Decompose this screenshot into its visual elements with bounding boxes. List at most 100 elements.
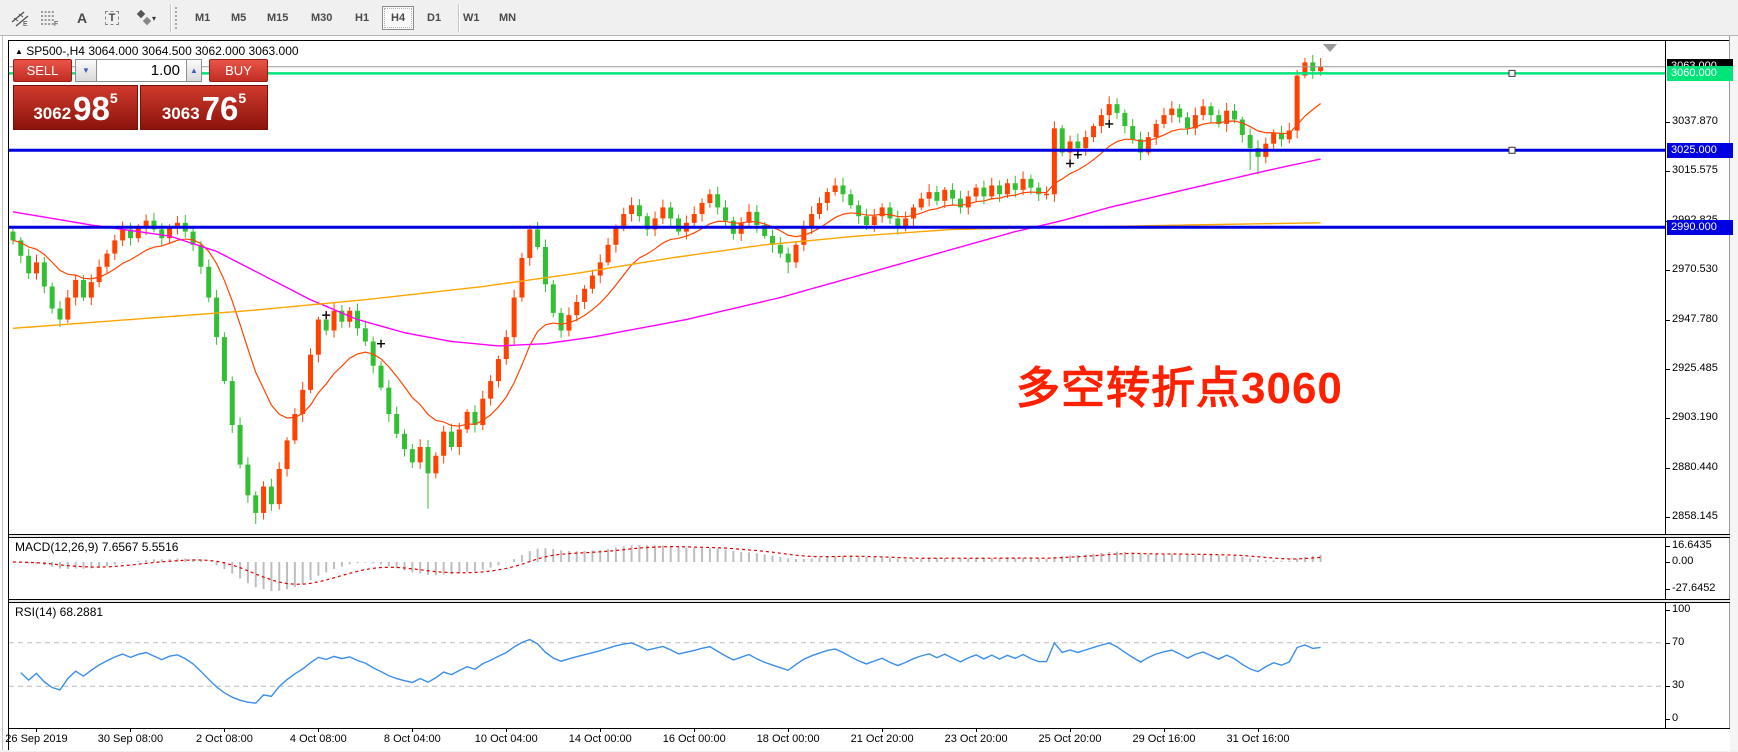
- time-axis-label: 18 Oct 00:00: [756, 733, 820, 745]
- macd-panel[interactable]: [9, 538, 1666, 599]
- ohlc-open: 3064.000: [88, 44, 139, 58]
- macd-tick-mark: [1666, 546, 1670, 548]
- price-tick-label: 3015.575: [1672, 163, 1718, 176]
- window-bottom-edge: [0, 750, 1738, 752]
- price-chart-panel[interactable]: [9, 41, 1666, 534]
- buy-price-prefix: 3063: [161, 104, 200, 123]
- timeframe-button-mn[interactable]: MN: [499, 12, 517, 24]
- collapse-panel-icon[interactable]: ▲: [15, 47, 23, 56]
- price-level-badge: 3025.000: [1667, 142, 1733, 158]
- time-tick-mark: [1070, 728, 1072, 732]
- price-tick-label: 2880.440: [1672, 460, 1718, 473]
- panel-splitter[interactable]: [9, 599, 1730, 603]
- price-tick-mark: [1666, 467, 1670, 469]
- time-tick-mark: [1164, 728, 1165, 732]
- time-axis-label: 2 Oct 08:00: [195, 733, 253, 745]
- dropdown-caret-icon: ▾: [151, 13, 156, 23]
- volume-input[interactable]: [97, 59, 186, 82]
- macd-tick-mark: [1666, 589, 1670, 591]
- rsi-label: RSI(14) 68.2881: [15, 605, 104, 619]
- price-tick-mark: [1666, 170, 1670, 172]
- sell-button[interactable]: SELL: [13, 59, 72, 82]
- rsi-tick-mark: [1666, 642, 1670, 644]
- time-axis-label: 31 Oct 16:00: [1226, 733, 1290, 745]
- time-axis-label: 29 Oct 16:00: [1132, 733, 1196, 745]
- equidistant-channel-icon[interactable]: E: [6, 5, 34, 31]
- price-tick-mark: [1666, 269, 1670, 271]
- time-axis-label: 21 Oct 20:00: [850, 733, 914, 745]
- rsi-axis-label: 0: [1672, 712, 1679, 724]
- price-tick-mark: [1666, 368, 1670, 370]
- rsi-panel[interactable]: [9, 603, 1666, 728]
- toolbar-separator: [170, 4, 172, 32]
- time-axis-label: 25 Oct 20:00: [1038, 733, 1102, 745]
- price-tick-label: 2947.780: [1672, 312, 1718, 325]
- time-axis[interactable]: 26 Sep 2019 30 Sep 08:00 2 Oct 08:00 4 Oct …: [5, 728, 1730, 751]
- time-tick-mark: [506, 728, 508, 732]
- timeframe-button-w1[interactable]: W1: [463, 12, 480, 24]
- time-axis-label: 23 Oct 20:00: [944, 733, 1008, 745]
- arrow-objects-icon[interactable]: ▾: [128, 5, 164, 31]
- text-label-icon[interactable]: A: [76, 10, 88, 26]
- timeframe-button-h1[interactable]: H1: [355, 12, 370, 24]
- buy-button[interactable]: BUY: [209, 59, 268, 82]
- buy-price-sup: 5: [238, 90, 247, 106]
- sell-price-sup: 5: [109, 90, 118, 106]
- rsi-tick-mark: [1666, 610, 1670, 611]
- chart-text-annotation: 多空转折点3060: [1016, 364, 1343, 413]
- price-tick-mark: [1666, 516, 1670, 518]
- text-frame-icon[interactable]: T: [98, 5, 126, 31]
- rsi-axis-label: 100: [1672, 603, 1691, 615]
- macd-axis-label: 16.6435: [1672, 539, 1712, 552]
- sell-price-box[interactable]: 3062 98 5: [13, 85, 138, 130]
- rsi-axis-label: 70: [1672, 635, 1685, 648]
- panel-splitter[interactable]: [9, 534, 1730, 538]
- top-toolbar: E F A T ▾ M1 M5 M15 M30 H1 H4 D1 W1 MN: [0, 0, 1738, 36]
- time-tick-mark: [788, 728, 790, 732]
- time-tick-mark: [130, 728, 132, 732]
- macd-tick-mark: [1666, 562, 1670, 563]
- price-tick-label: 2925.485: [1672, 361, 1718, 374]
- time-axis-label: 10 Oct 04:00: [474, 733, 538, 745]
- price-tick-label: 2903.190: [1672, 410, 1718, 423]
- fibonacci-retracement-icon[interactable]: F: [36, 5, 64, 31]
- price-tick-mark: [1666, 122, 1670, 123]
- price-level-badge: 2990.000: [1667, 219, 1733, 235]
- timeframe-button-h4[interactable]: H4: [382, 6, 415, 30]
- time-tick-mark: [412, 728, 414, 732]
- time-axis-label: 16 Oct 00:00: [662, 733, 726, 745]
- time-axis-label: 30 Sep 08:00: [97, 733, 164, 745]
- time-tick-mark: [976, 728, 978, 732]
- rsi-tick-mark: [1666, 719, 1670, 720]
- macd-axis-label: 0.00: [1672, 555, 1694, 567]
- price-tick-label: 2858.145: [1672, 509, 1718, 522]
- buy-price-box[interactable]: 3063 76 5: [140, 85, 268, 130]
- macd-label: MACD(12,26,9) 7.6567 5.5516: [15, 540, 179, 554]
- timeframe-button-m1[interactable]: M1: [195, 12, 211, 24]
- volume-decrease-button[interactable]: ▼: [75, 59, 97, 82]
- time-tick-mark: [694, 728, 696, 732]
- toolbar-grip[interactable]: [175, 7, 178, 29]
- time-tick-mark: [1257, 728, 1259, 732]
- buy-price-big: 76: [201, 90, 239, 127]
- chart-window: 26 Sep 2019 30 Sep 08:00 2 Oct 08:00 4 Oct …: [5, 40, 1733, 751]
- sell-price-prefix: 3062: [33, 104, 72, 123]
- ohlc-close: 3063.000: [248, 44, 299, 58]
- timeframe-button-m15[interactable]: M15: [267, 12, 289, 24]
- time-axis-label: 14 Oct 00:00: [568, 733, 632, 745]
- timeframe-button-d1[interactable]: D1: [427, 12, 442, 24]
- time-tick-mark: [600, 728, 602, 732]
- timeframe-button-m30[interactable]: M30: [311, 12, 333, 24]
- time-axis-label: 26 Sep 2019: [5, 733, 68, 745]
- price-level-badge: 3060.000: [1667, 65, 1733, 81]
- toolbar-separator: [458, 4, 460, 32]
- one-click-trading-panel: SELL ▼ ▲ BUY 3062 98 5 3063 76 5: [13, 59, 271, 130]
- timeframe-button-m5[interactable]: M5: [231, 12, 247, 24]
- ohlc-low: 3062.000: [195, 44, 246, 58]
- sell-price-big: 98: [73, 90, 110, 127]
- price-tick-mark: [1666, 417, 1670, 419]
- volume-increase-button[interactable]: ▲: [186, 59, 202, 82]
- time-tick-mark: [882, 728, 884, 732]
- macd-axis-label: -27.6452: [1672, 582, 1716, 595]
- chart-title: ▲ SP500-,H4 3064.000 3064.500 3062.000 3…: [15, 44, 299, 58]
